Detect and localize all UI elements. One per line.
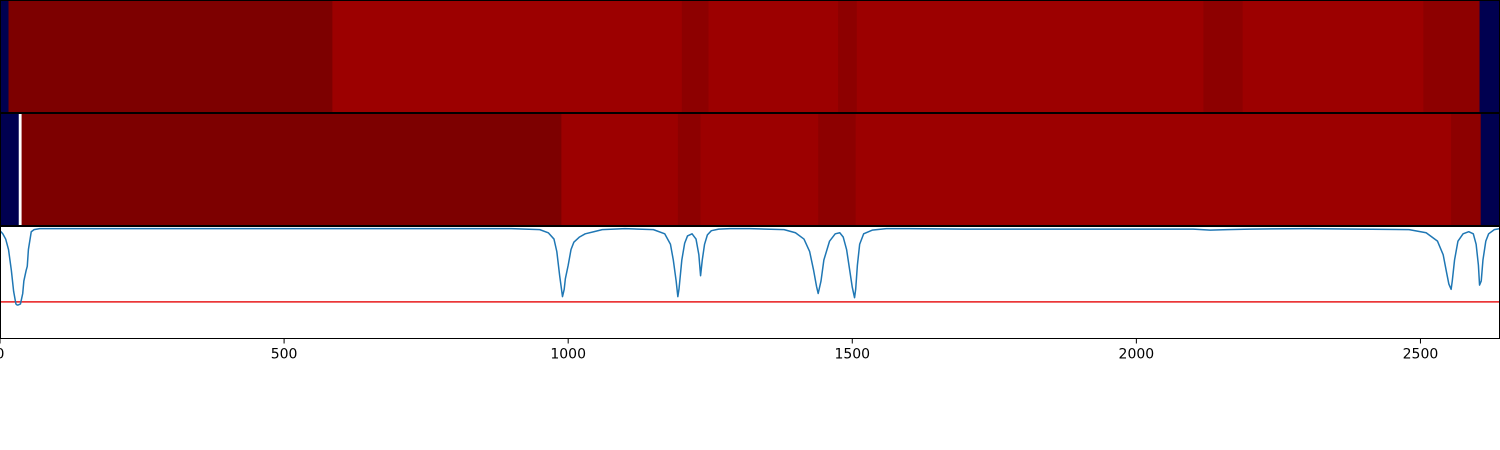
heatmap-cell xyxy=(708,0,839,113)
heatmap-cell xyxy=(21,113,562,226)
x-tick-label: 1500 xyxy=(834,347,870,363)
x-axis: 0 500 1000 1500 2000 2500 xyxy=(0,338,1439,363)
heatmap-cell xyxy=(561,113,679,226)
heatmap-cell xyxy=(0,0,10,113)
x-tick-label: 0 xyxy=(0,347,4,363)
x-tick-label: 2000 xyxy=(1119,347,1155,363)
line-panel xyxy=(0,227,1500,306)
heatmap-cell xyxy=(8,0,333,113)
heatmap-cell xyxy=(1203,0,1244,113)
heatmap-cell xyxy=(818,113,857,226)
x-tick-label: 1000 xyxy=(550,347,586,363)
heatmap-cell xyxy=(1423,0,1481,113)
line-panel-frame xyxy=(0,226,1500,339)
heatmap-cell xyxy=(700,113,819,226)
heatmap-cell xyxy=(677,113,702,226)
heatmap-cell xyxy=(838,0,858,113)
series-line xyxy=(0,227,1500,306)
heatmap-cell xyxy=(856,0,1204,113)
heatmap-cell xyxy=(855,113,1452,226)
x-tick-label: 2500 xyxy=(1403,347,1439,363)
heatmap-cell xyxy=(1479,0,1500,113)
heatmap-cell xyxy=(0,113,20,226)
heatmap-cell xyxy=(681,0,710,113)
heatmap-cell xyxy=(1242,0,1424,113)
heatmap-panel-1 xyxy=(0,0,1500,113)
heatmap-cell xyxy=(1451,113,1482,226)
line-plot-area xyxy=(0,227,1500,306)
x-tick-label: 500 xyxy=(271,347,298,363)
heatmap-cell xyxy=(1480,113,1500,226)
heatmap-panel-2 xyxy=(0,113,1500,226)
heatmap-cell xyxy=(18,113,23,226)
heatmap-cell xyxy=(332,0,683,113)
